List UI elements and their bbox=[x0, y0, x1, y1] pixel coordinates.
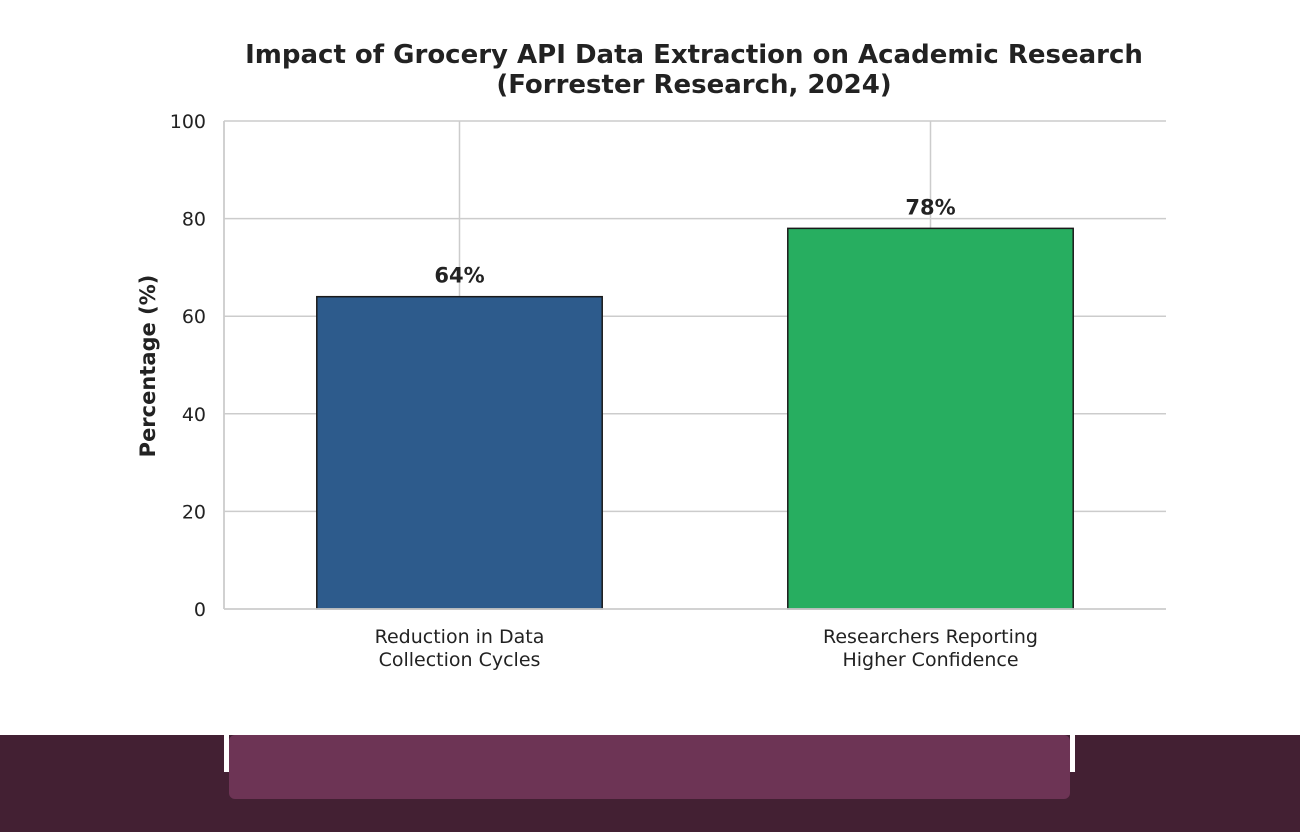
x-tick-label: Reduction in Data bbox=[375, 626, 545, 648]
axes: 0 20 40 60 80 100 Reduction in DataCollection … bbox=[170, 111, 1166, 671]
footer-notch bbox=[1070, 735, 1075, 772]
chart: 64% 78% 0 20 40 60 80 100 Reduction in Data Coll… bbox=[136, 40, 1166, 671]
bar bbox=[787, 227, 1074, 610]
bar-chart: 64% 78% 0 20 40 60 80 100 Reduction in DataColl… bbox=[136, 40, 1166, 671]
x-tick-label: Higher Confidence bbox=[842, 649, 1018, 671]
bars: 64% 78% bbox=[316, 195, 1074, 610]
x-tick-label: Researchers Reporting bbox=[823, 626, 1038, 648]
bar bbox=[316, 295, 603, 610]
y-axis-label: Percentage (%) bbox=[136, 275, 160, 458]
y-tick-label: 80 bbox=[182, 209, 206, 231]
chart-title: Impact of Grocery API Data Extraction on… bbox=[245, 40, 1143, 70]
data-label: 78% bbox=[905, 195, 955, 219]
y-tick-label: 40 bbox=[182, 404, 206, 426]
y-tick-label: 0 bbox=[194, 599, 206, 621]
y-tick-label: 20 bbox=[182, 501, 206, 523]
y-tick-label: 100 bbox=[170, 111, 206, 133]
chart-subtitle: (Forrester Research, 2024) bbox=[496, 70, 891, 100]
footer-notch bbox=[224, 735, 229, 772]
data-label: 64% bbox=[434, 264, 484, 288]
x-tick-label: Collection Cycles bbox=[379, 649, 541, 671]
y-tick-label: 60 bbox=[182, 306, 206, 328]
footer-panel bbox=[229, 735, 1070, 799]
